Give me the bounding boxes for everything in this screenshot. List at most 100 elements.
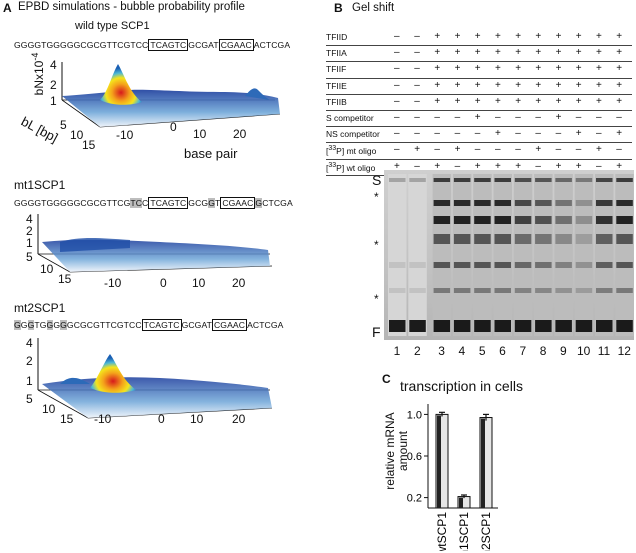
lane-number: 3 <box>438 344 445 358</box>
condition-mark: – <box>434 144 440 156</box>
gel-band <box>453 288 471 293</box>
condition-mark: + <box>535 31 542 42</box>
mt1-xtick-0: 0 <box>160 276 167 290</box>
gel-band <box>555 320 572 332</box>
gel-band <box>535 320 552 332</box>
mt2-ytick-1: 1 <box>26 374 33 388</box>
condition-mark: + <box>535 144 542 156</box>
condition-mark: + <box>616 95 623 107</box>
gel-band <box>453 320 471 332</box>
condition-mark: + <box>495 128 501 140</box>
condition-mark: + <box>454 47 461 59</box>
condition-mark: + <box>575 79 582 91</box>
condition-mark: + <box>616 47 623 59</box>
condition-mark: + <box>515 79 522 91</box>
mt1-label: mt1SCP1 <box>14 178 66 192</box>
wt-xtick-20: 20 <box>233 127 247 141</box>
condition-mark: – <box>454 128 461 140</box>
mt1-ytick-1: 1 <box>26 236 33 250</box>
condition-mark: + <box>575 63 582 75</box>
gel-band <box>575 216 593 224</box>
gel-band <box>433 234 451 244</box>
gel-band <box>555 178 572 182</box>
condition-mark: + <box>555 95 562 107</box>
condition-mark: + <box>474 63 481 75</box>
gel-band <box>616 262 633 268</box>
gel-band <box>514 262 532 268</box>
condition-mark: + <box>535 79 542 91</box>
condition-mark: + <box>515 63 522 75</box>
wt-surface-plot <box>61 62 281 128</box>
condition-mark: + <box>575 31 582 42</box>
condition-mark: + <box>414 144 421 156</box>
condition-mark: + <box>434 31 441 42</box>
gel-band <box>575 178 593 182</box>
gel-band <box>535 216 552 224</box>
mt2-sequence: GGGTGGGGGCGCGTTCGTCC TCAGTC GCGAT CGAAC ACTC… <box>14 319 284 331</box>
condition-table: TFIID – – + + + + + + + + + + TFIIA – – + + + + + + + + + + TFIIF –… <box>326 30 634 176</box>
condition-mark: – <box>414 160 420 172</box>
gel-band <box>409 320 426 332</box>
gel-band <box>494 262 511 268</box>
wt-btick-10: 10 <box>70 128 84 142</box>
gel-band <box>453 262 471 268</box>
condition-mark: – <box>474 128 481 140</box>
gel-lane <box>554 174 573 336</box>
condition-mark: + <box>454 144 461 156</box>
condition-mark: – <box>434 128 440 140</box>
condition-row-divider <box>326 110 632 111</box>
wt-ylabel: bNx10-4 <box>30 52 46 96</box>
condition-row-label: [33P] mt oligo <box>326 145 377 157</box>
gel-band <box>514 216 532 224</box>
condition-row-label: TFIIA <box>326 48 347 59</box>
panel-a-letter: A <box>3 1 12 15</box>
wt-xtick-0: 0 <box>170 120 177 134</box>
condition-mark: + <box>495 79 501 91</box>
condition-mark: – <box>474 144 481 156</box>
mt1-xtick-m10: -10 <box>104 276 122 290</box>
condition-mark: – <box>434 112 440 123</box>
mt2-surface-plot <box>37 338 273 419</box>
gel-band <box>616 216 633 224</box>
lane-number: 12 <box>617 344 631 358</box>
gel-band <box>453 178 471 182</box>
condition-mark: – <box>535 112 541 123</box>
mt1-xtick-10: 10 <box>192 276 206 290</box>
condition-mark: – <box>616 112 622 123</box>
gel-band <box>535 262 552 268</box>
condition-mark: + <box>454 95 461 107</box>
condition-mark: + <box>555 112 562 123</box>
panel-a-title: EPBD simulations - bubble probability pr… <box>18 1 245 13</box>
condition-row-label: NS competitor <box>326 129 380 140</box>
gel-band <box>514 178 532 182</box>
condition-mark: + <box>495 63 501 75</box>
gel-band <box>389 320 406 332</box>
wt-xtick-10: 10 <box>193 127 207 141</box>
condition-mark: – <box>555 144 562 156</box>
gel-band <box>433 288 451 293</box>
condition-mark: + <box>495 47 501 59</box>
gel-band <box>494 320 511 332</box>
gel-band <box>535 234 552 244</box>
condition-mark: + <box>515 160 522 172</box>
condition-mark: – <box>515 128 521 140</box>
gel-band <box>575 200 593 206</box>
mt2-xtick-10: 10 <box>190 412 204 426</box>
bar-chart: 0.2 0.6 1.0 wtSCP1 m1SCP1 m2SCP1 <box>407 404 498 551</box>
condition-mark: + <box>555 63 562 75</box>
gel-band <box>494 234 511 244</box>
condition-mark: + <box>515 47 522 59</box>
condition-mark: – <box>596 160 602 172</box>
bar-shade <box>437 415 441 508</box>
condition-mark: + <box>555 79 562 91</box>
wt-ytick-1: 1 <box>50 94 57 108</box>
condition-mark: – <box>394 112 400 123</box>
condition-row-divider <box>326 77 632 79</box>
condition-mark: + <box>454 31 461 42</box>
mt2-xtick-20: 20 <box>232 412 246 426</box>
gel-band <box>389 262 406 268</box>
condition-mark: + <box>434 95 441 107</box>
condition-mark: + <box>596 31 602 42</box>
mt1-surface-plot <box>37 214 273 273</box>
gel-band <box>474 216 491 224</box>
